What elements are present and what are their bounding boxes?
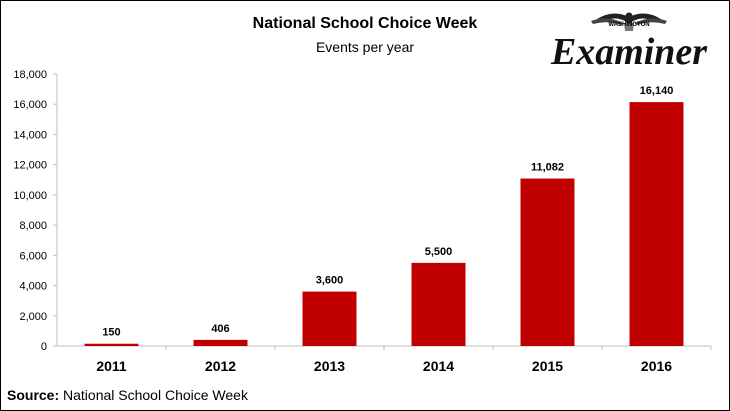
washington-examiner-logo: WASHINGTON Examiner bbox=[550, 12, 708, 69]
bar bbox=[193, 339, 248, 346]
x-tick-label: 2014 bbox=[423, 358, 454, 374]
logo-top-text: WASHINGTON bbox=[608, 22, 649, 28]
source-text: National School Choice Week bbox=[59, 387, 248, 403]
data-label: 150 bbox=[102, 327, 120, 339]
source-note: Source: National School Choice Week bbox=[7, 387, 248, 403]
bar bbox=[629, 102, 684, 347]
y-tick-label: 0 bbox=[41, 341, 47, 353]
y-tick-label: 14,000 bbox=[13, 129, 47, 141]
data-label: 5,500 bbox=[425, 246, 453, 258]
y-tick-label: 4,000 bbox=[19, 281, 47, 293]
data-label: 16,140 bbox=[640, 85, 674, 97]
x-tick-label: 2013 bbox=[314, 358, 345, 374]
y-tick-label: 10,000 bbox=[13, 190, 47, 202]
x-tick-label: 2016 bbox=[641, 358, 672, 374]
y-tick-label: 18,000 bbox=[13, 69, 47, 81]
y-tick-label: 2,000 bbox=[19, 311, 47, 323]
y-tick-label: 8,000 bbox=[19, 220, 47, 232]
chart-title: National School Choice Week bbox=[252, 15, 478, 32]
data-label: 406 bbox=[211, 323, 229, 335]
data-label: 3,600 bbox=[316, 275, 344, 287]
x-tick-label: 2012 bbox=[205, 358, 236, 374]
bar bbox=[84, 343, 139, 346]
x-tick-label: 2015 bbox=[532, 358, 563, 374]
logo-wordmark: Examiner bbox=[550, 31, 708, 69]
x-tick-label: 2011 bbox=[96, 358, 127, 374]
eagle-icon bbox=[591, 12, 667, 31]
y-tick-label: 16,000 bbox=[13, 99, 47, 111]
y-tick-label: 12,000 bbox=[13, 160, 47, 172]
y-tick-label: 6,000 bbox=[19, 250, 47, 262]
chart-subtitle: Events per year bbox=[315, 39, 415, 55]
bar bbox=[302, 291, 357, 346]
bar bbox=[520, 178, 575, 346]
source-label: Source: bbox=[7, 387, 60, 403]
bar bbox=[411, 262, 466, 346]
data-label: 11,082 bbox=[531, 162, 564, 174]
